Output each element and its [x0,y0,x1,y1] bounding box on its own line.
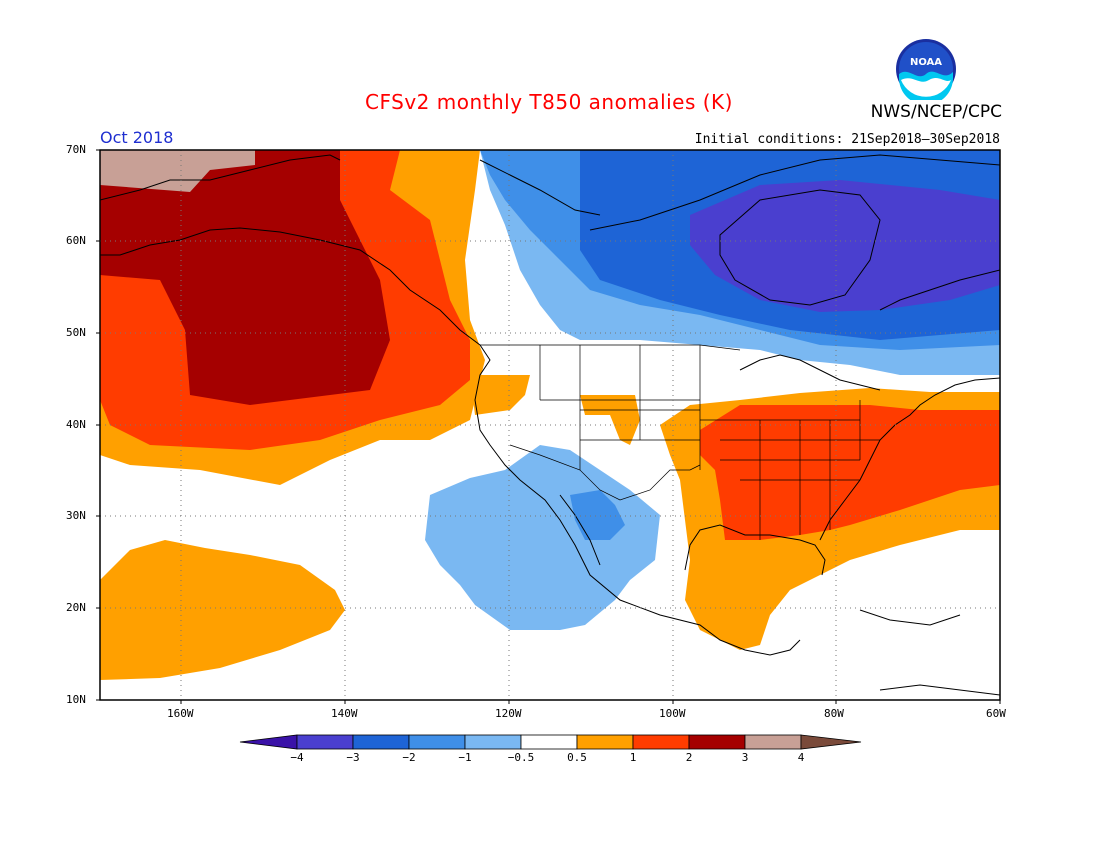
colorbar-swatch [688,734,746,750]
logo-text: NOAA [910,57,942,68]
axis-ticks [96,149,1001,704]
colorbar-swatch [408,734,466,750]
lon-label: 140W [331,707,358,720]
chart-title: CFSv2 monthly T850 anomalies (K) [0,90,1100,114]
borders [480,344,880,540]
lon-label: 100W [659,707,686,720]
red-region-easternus [700,405,1000,540]
colorbar-tick-label: −4 [290,751,304,764]
colorbar-tick-label: 2 [685,751,693,764]
orange-region-hawaii [100,540,345,680]
lat-label: 70N [66,143,86,156]
forecast-month: Oct 2018 [100,128,174,147]
purple-region-hudson [690,180,1000,312]
lat-label: 30N [66,509,86,522]
lon-label: 160W [167,707,194,720]
colorbar-swatch [744,734,802,750]
lon-label: 60W [986,707,1006,720]
colorbar-tick-label: 3 [741,751,749,764]
colorbar-swatch [352,734,410,750]
colorbar-swatch [296,734,354,750]
colorbar-tick-label: −2 [402,751,416,764]
agency-label: NWS/NCEP/CPC [870,102,1002,122]
blue-region-baja [570,490,625,540]
colorbar-arrow-high [800,734,862,750]
colorbar-swatch [632,734,690,750]
lat-label: 40N [66,418,86,431]
lon-label: 80W [824,707,844,720]
colorbar-swatch [520,734,578,750]
colorbar-swatch [576,734,634,750]
lat-label: 50N [66,326,86,339]
lat-label: 60N [66,234,86,247]
colorbar-swatches [239,734,862,750]
lat-label: 10N [66,693,86,706]
tan-region-arctic [100,150,255,192]
orange-spot-rockies [580,395,640,445]
darkred-region-gulfak [100,150,390,405]
colorbar-tick-label: −0.5 [507,751,535,764]
chart-title-text: CFSv2 monthly T850 anomalies (K) [365,90,733,114]
colorbar-arrow-low [239,734,298,750]
graticule [100,150,1000,700]
colorbar-tick-label: −3 [346,751,360,764]
noaa-logo: NOAA [896,39,956,100]
colorbar-tick-label: 1 [629,751,637,764]
lat-label: 20N [66,601,86,614]
colorbar-swatch [464,734,522,750]
colorbar-tick-label: 4 [797,751,805,764]
lon-label: 120W [495,707,522,720]
orange-spot-westus [470,375,530,415]
colorbar-tick-label: −1 [458,751,472,764]
colorbar-tick-label: 0.5 [567,751,587,764]
initial-conditions: Initial conditions: 21Sep2018–30Sep2018 [694,132,1000,147]
